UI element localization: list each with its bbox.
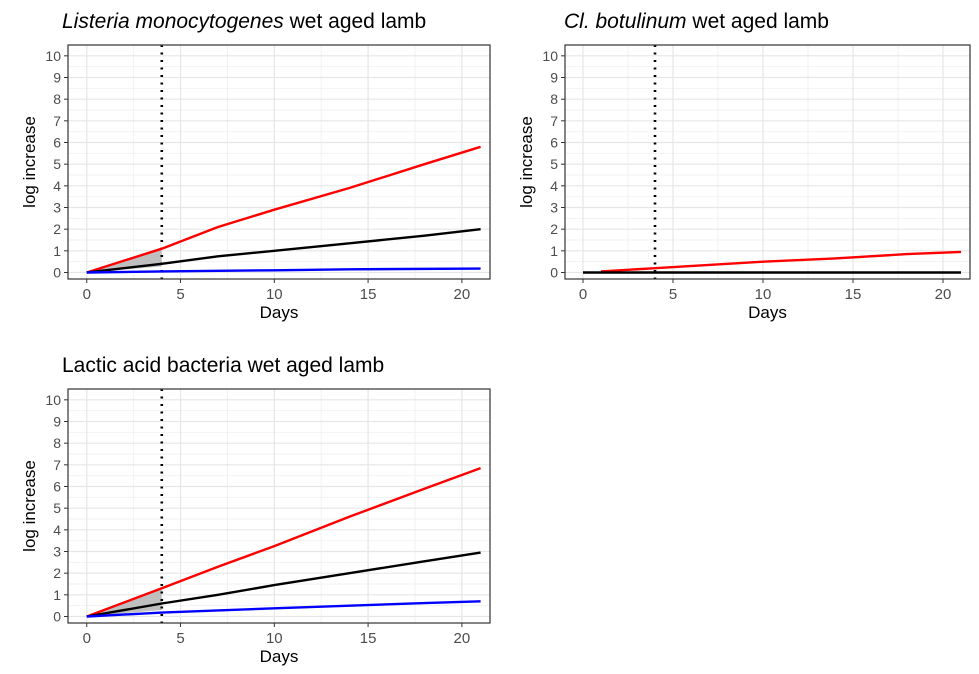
series-line-1 bbox=[600, 250, 962, 273]
x-tick-label: 5 bbox=[669, 286, 677, 303]
y-tick-label: 1 bbox=[53, 243, 61, 259]
y-tick-label: 3 bbox=[53, 200, 61, 216]
y-tick-label: 7 bbox=[53, 113, 61, 129]
series-line-2 bbox=[86, 228, 481, 274]
x-tick-label: 0 bbox=[579, 286, 587, 303]
y-tick-label: 0 bbox=[53, 609, 61, 625]
y-tick-label: 4 bbox=[53, 178, 61, 194]
y-axis-title: log increase bbox=[517, 116, 536, 208]
series-line-1 bbox=[86, 466, 482, 618]
chart-panel-2: Cl. botulinum wet aged lamb 0 5 10 15 20 0 1 2 3 4… bbox=[517, 10, 971, 322]
x-tick-label: 15 bbox=[845, 286, 862, 303]
y-tick-label: 10 bbox=[45, 392, 61, 408]
x-tick-label: 20 bbox=[935, 286, 952, 303]
y-tick-label: 6 bbox=[53, 135, 61, 151]
y-tick-label: 9 bbox=[53, 414, 61, 430]
x-tick-label: 15 bbox=[360, 286, 377, 303]
y-tick-label: 7 bbox=[550, 113, 558, 129]
chart-title: Lactic acid bacteria wet aged lamb bbox=[62, 354, 384, 377]
y-tick-label: 2 bbox=[550, 221, 558, 237]
x-tick-label: 10 bbox=[266, 286, 283, 303]
x-tick-label: 0 bbox=[83, 630, 91, 647]
y-tick-label: 8 bbox=[53, 91, 61, 107]
y-axis-title: log increase bbox=[20, 460, 39, 552]
series-line-1 bbox=[86, 145, 481, 274]
x-tick-label: 15 bbox=[360, 630, 377, 647]
y-tick-label: 7 bbox=[53, 457, 61, 473]
x-tick-label: 5 bbox=[176, 630, 184, 647]
x-axis-title: Days bbox=[260, 303, 299, 322]
y-tick-label: 4 bbox=[53, 522, 61, 538]
panel-border bbox=[564, 44, 971, 280]
y-tick-label: 8 bbox=[550, 91, 558, 107]
chart-title: Listeria monocytogenes wet aged lamb bbox=[62, 10, 426, 33]
y-tick-label: 4 bbox=[550, 178, 558, 194]
x-tick-label: 10 bbox=[266, 630, 283, 647]
x-tick-label: 20 bbox=[454, 286, 471, 303]
y-tick-label: 9 bbox=[53, 70, 61, 86]
y-tick-label: 3 bbox=[53, 544, 61, 560]
chart-title-part: Cl. botulinum bbox=[564, 10, 687, 33]
y-tick-label: 10 bbox=[542, 48, 558, 64]
y-tick-label: 1 bbox=[550, 243, 558, 259]
series-line-2 bbox=[86, 551, 481, 618]
series-line-3 bbox=[86, 600, 481, 618]
chart-title-part: Lactic acid bacteria wet aged lamb bbox=[62, 354, 384, 377]
y-axis-title: log increase bbox=[20, 116, 39, 208]
y-tick-label: 3 bbox=[550, 200, 558, 216]
y-tick-label: 2 bbox=[53, 565, 61, 581]
y-tick-label: 8 bbox=[53, 435, 61, 451]
y-tick-label: 5 bbox=[550, 156, 558, 172]
panel-border bbox=[67, 388, 491, 624]
y-tick-label: 1 bbox=[53, 587, 61, 603]
x-tick-label: 10 bbox=[755, 286, 772, 303]
chart-title-part: wet aged lamb bbox=[284, 10, 426, 33]
y-tick-label: 0 bbox=[53, 265, 61, 281]
series-line-3 bbox=[86, 267, 481, 274]
chart-title-part: Listeria monocytogenes bbox=[62, 10, 284, 33]
x-tick-label: 20 bbox=[454, 630, 471, 647]
x-axis-title: Days bbox=[260, 647, 299, 666]
y-tick-label: 2 bbox=[53, 221, 61, 237]
chart-title: Cl. botulinum wet aged lamb bbox=[564, 10, 829, 33]
y-tick-label: 6 bbox=[550, 135, 558, 151]
x-axis-title: Days bbox=[748, 303, 787, 322]
y-tick-label: 6 bbox=[53, 479, 61, 495]
y-tick-label: 5 bbox=[53, 500, 61, 516]
y-tick-label: 10 bbox=[45, 48, 61, 64]
x-tick-label: 0 bbox=[83, 286, 91, 303]
y-tick-label: 9 bbox=[550, 70, 558, 86]
chart-title-part: wet aged lamb bbox=[687, 10, 829, 33]
y-tick-label: 0 bbox=[550, 265, 558, 281]
y-tick-label: 5 bbox=[53, 156, 61, 172]
x-tick-label: 5 bbox=[176, 286, 184, 303]
panel-border bbox=[67, 44, 491, 280]
